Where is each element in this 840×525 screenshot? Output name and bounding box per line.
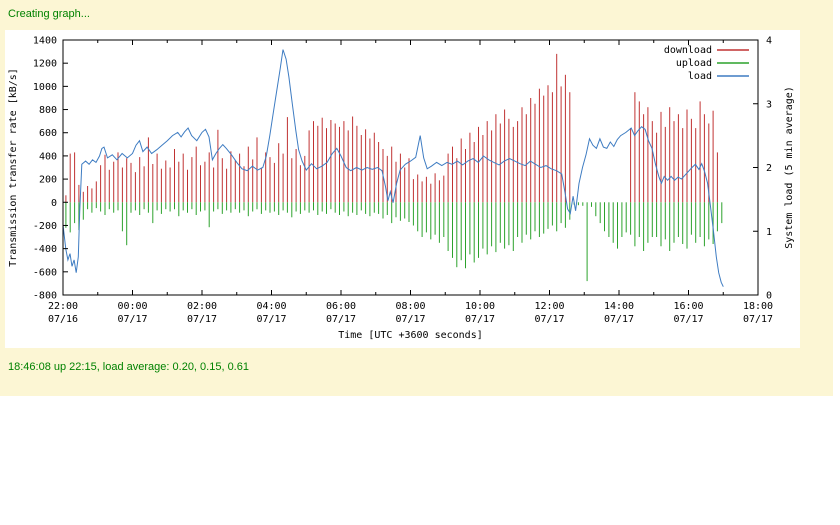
right-axis: 0 1 2 3 4 [753,36,772,302]
svg-text:3: 3 [766,99,772,110]
svg-text:07/16: 07/16 [48,314,78,325]
svg-text:07/17: 07/17 [743,314,773,325]
left-axis: -800 -600 -400 -200 0 200 400 600 800 1000 1200 140… [33,36,68,302]
svg-text:1200: 1200 [33,59,57,70]
svg-text:07/17: 07/17 [673,314,703,325]
svg-text:12:00: 12:00 [534,301,564,312]
download-bars [65,53,718,203]
svg-text:load: load [688,71,712,82]
svg-text:04:00: 04:00 [256,301,286,312]
svg-text:download: download [664,45,712,56]
svg-text:0: 0 [766,291,772,302]
svg-text:07/17: 07/17 [465,314,495,325]
svg-text:400: 400 [39,151,57,162]
svg-text:07/17: 07/17 [604,314,634,325]
svg-text:02:00: 02:00 [187,301,217,312]
svg-text:800: 800 [39,105,57,116]
svg-text:07/17: 07/17 [187,314,217,325]
plot-border [62,39,759,296]
load-line [62,49,724,287]
graph-image: -800 -600 -400 -200 0 200 400 600 800 1000 1200 140… [5,30,800,348]
svg-text:07/17: 07/17 [117,314,147,325]
legend: download upload load [664,45,749,82]
x-axis-title: Time [UTC +3600 seconds] [338,330,483,341]
page-panel: Creating graph... -800 -600 -400 -200 0 200 40… [0,0,833,396]
svg-text:0: 0 [51,198,57,209]
svg-text:22:00: 22:00 [48,301,78,312]
svg-text:16:00: 16:00 [673,301,703,312]
svg-text:1000: 1000 [33,82,57,93]
svg-text:upload: upload [676,58,712,69]
svg-text:08:00: 08:00 [395,301,425,312]
creating-status-text: Creating graph... [8,8,90,20]
svg-text:4: 4 [766,36,772,47]
uptime-status-text: 18:46:08 up 22:15, load average: 0.20, 0… [8,361,249,373]
svg-text:-400: -400 [33,244,57,255]
svg-text:-200: -200 [33,221,57,232]
svg-text:07/17: 07/17 [395,314,425,325]
svg-text:-600: -600 [33,267,57,278]
svg-text:1: 1 [766,227,772,238]
y-left-title: Transmission transfer rate [kB/s] [8,68,19,267]
svg-text:07/17: 07/17 [534,314,564,325]
svg-text:600: 600 [39,128,57,139]
y-right-title: System load (5 min average) [784,86,795,249]
svg-text:-800: -800 [33,291,57,302]
svg-text:06:00: 06:00 [326,301,356,312]
svg-text:07/17: 07/17 [326,314,356,325]
svg-text:200: 200 [39,175,57,186]
svg-text:2: 2 [766,163,772,174]
x-axis: 22:00 07/16 00:00 07/17 02:00 07/17 04:00 07/17… [48,40,773,325]
svg-text:07/17: 07/17 [256,314,286,325]
svg-text:1400: 1400 [33,36,57,47]
svg-text:14:00: 14:00 [604,301,634,312]
svg-text:10:00: 10:00 [465,301,495,312]
upload-bars [65,202,723,282]
svg-text:00:00: 00:00 [117,301,147,312]
graph-svg: -800-600-400-200020040060080010001200140… [8,36,795,342]
svg-text:18:00: 18:00 [743,301,773,312]
